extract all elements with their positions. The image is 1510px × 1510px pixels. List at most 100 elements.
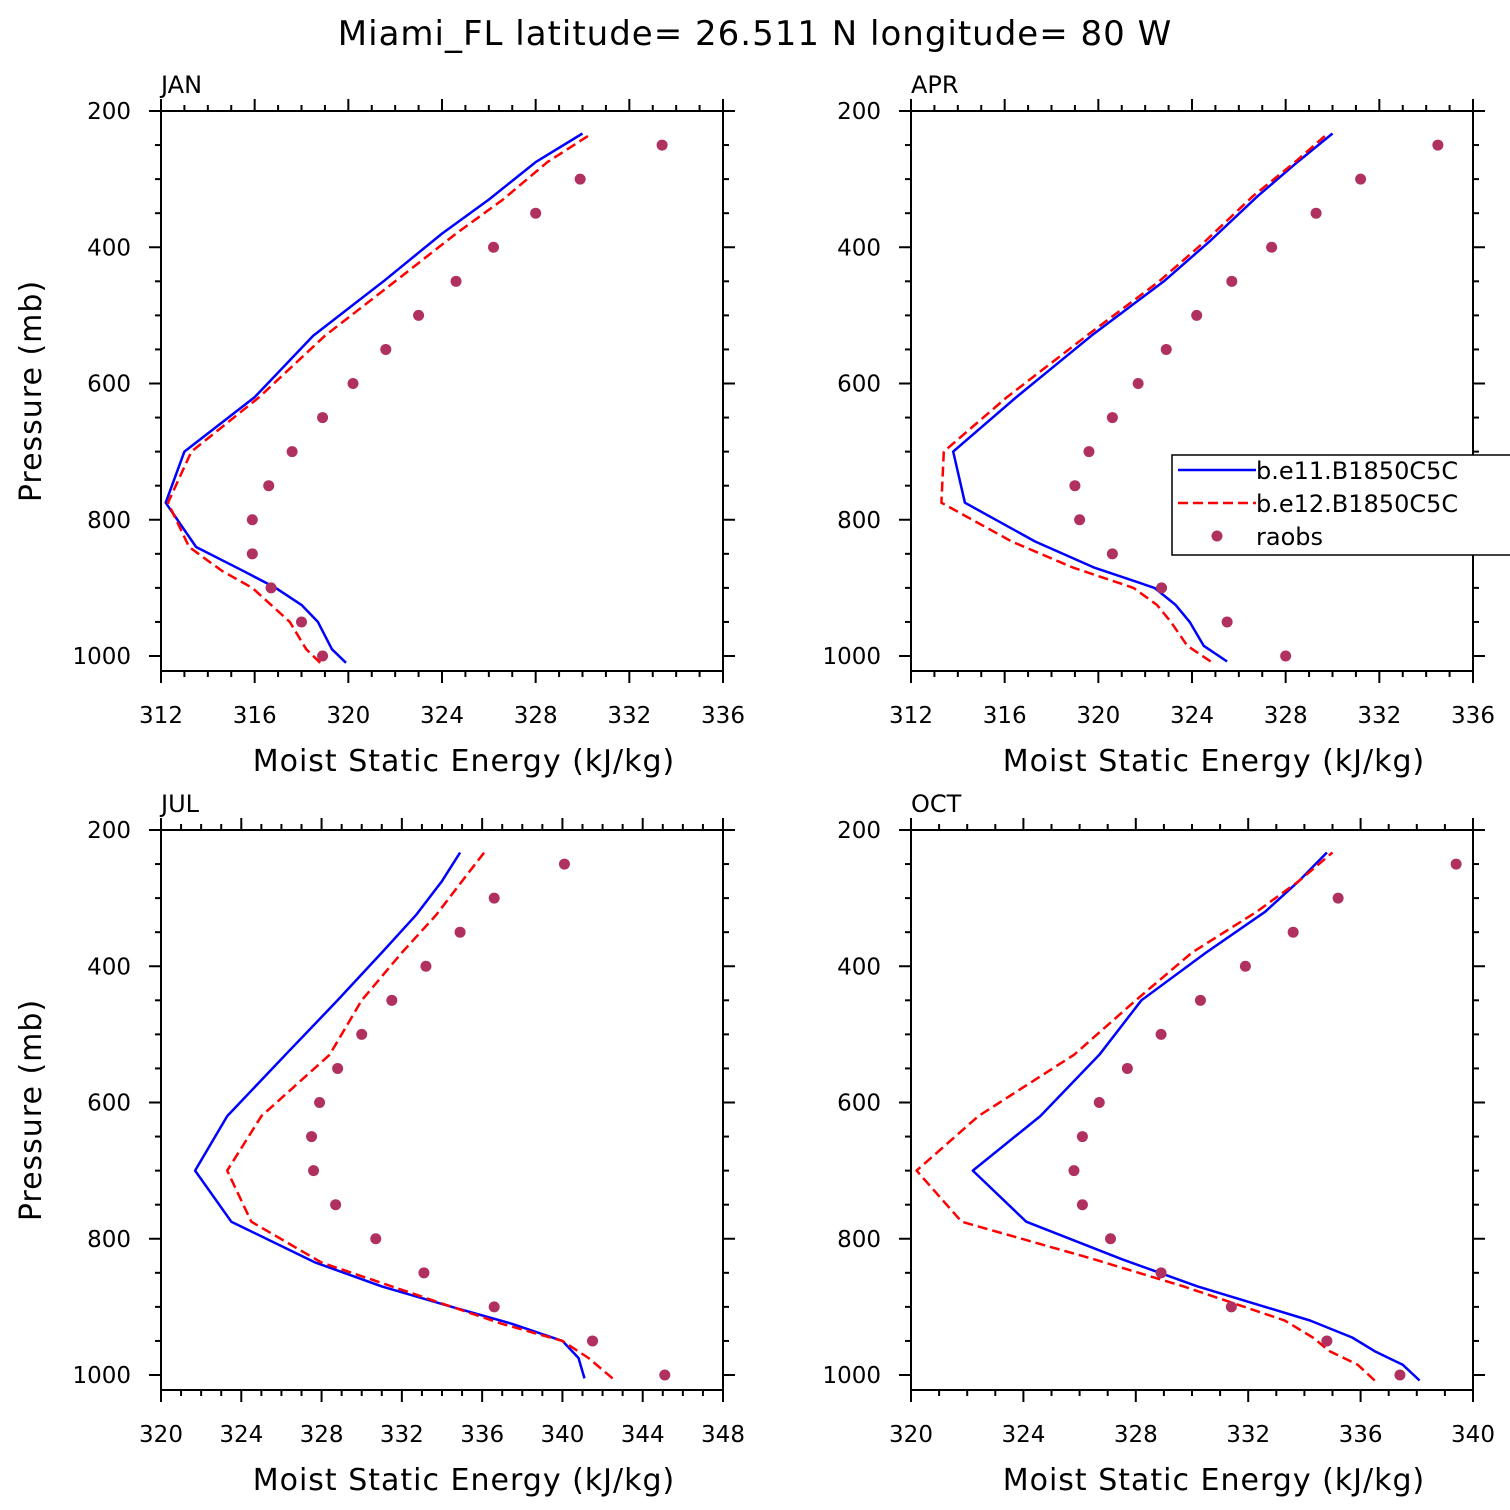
x-tick-label: 320 (889, 1422, 933, 1448)
x-tick-label: 336 (701, 703, 745, 729)
series-line-b-e12 (940, 132, 1329, 663)
raobs-point (296, 616, 307, 628)
raobs-point (386, 994, 398, 1006)
raobs-point (1076, 1131, 1088, 1143)
plot-frame (160, 829, 724, 1391)
series-line-b-e11 (193, 851, 586, 1379)
raobs-point (1191, 309, 1203, 321)
x-tick-label: 336 (1339, 1422, 1383, 1448)
raobs-point (1321, 1335, 1333, 1347)
panel-label: OCT (911, 790, 962, 818)
x-tick-label: 320 (1076, 703, 1120, 729)
raobs-point (265, 582, 277, 594)
x-axis-label: Moist Static Energy (kJ/kg) (253, 1463, 676, 1498)
raobs-point (330, 1199, 342, 1211)
x-tick-label: 328 (514, 703, 558, 729)
x-tick-label: 348 (701, 1422, 745, 1448)
raobs-point (1450, 858, 1462, 870)
raobs-point (332, 1062, 344, 1074)
raobs-point (1105, 1233, 1117, 1245)
plot-frame (910, 829, 1474, 1391)
raobs-point (356, 1028, 368, 1040)
raobs-point (1226, 275, 1238, 287)
x-tick-label: 340 (1451, 1422, 1495, 1448)
y-tick-label: 1000 (72, 1363, 131, 1389)
panel-label: JUL (159, 790, 200, 818)
x-axis-label: Moist Static Energy (kJ/kg) (1003, 744, 1426, 779)
raobs-point (314, 1097, 326, 1108)
series-line-b-e12 (225, 851, 614, 1380)
panel-label: JAN (159, 71, 202, 99)
y-tick-label: 800 (87, 508, 131, 534)
x-tick-label: 344 (621, 1422, 665, 1448)
legend-swatch-raobs (1211, 530, 1223, 542)
legend-label: raobs (1256, 523, 1323, 551)
y-axis-label: Pressure (mb) (14, 999, 49, 1221)
raobs-point (454, 926, 466, 938)
raobs-point (1432, 139, 1444, 151)
raobs-point (1074, 514, 1086, 526)
raobs-point (1083, 446, 1095, 458)
y-tick-label: 1000 (822, 1363, 881, 1389)
raobs-point (246, 514, 258, 526)
raobs-point (587, 1335, 599, 1347)
raobs-point (488, 241, 500, 253)
raobs-point (1156, 582, 1168, 594)
x-tick-label: 324 (1001, 1422, 1045, 1448)
raobs-point (656, 139, 668, 151)
x-tick-label: 324 (420, 703, 464, 729)
raobs-point (317, 412, 329, 424)
y-tick-label: 600 (837, 1091, 881, 1117)
legend-label: b.e12.B1850C5C (1256, 490, 1458, 518)
raobs-point (1121, 1062, 1133, 1074)
raobs-point (530, 207, 542, 219)
y-tick-label: 600 (837, 372, 881, 398)
y-axis-label: Pressure (mb) (14, 280, 49, 502)
raobs-point (306, 1131, 318, 1143)
raobs-point (1221, 616, 1233, 628)
raobs-point (246, 548, 258, 560)
raobs-point (1160, 343, 1172, 355)
raobs-point (488, 892, 500, 904)
raobs-point (1394, 1369, 1406, 1381)
panel-jul: JUL 320 324 328 332 336 340 344 348 200 400 600 800 1… (14, 790, 745, 1498)
x-tick-label: 332 (607, 703, 651, 729)
raobs-point (1076, 1199, 1088, 1211)
raobs-point (1068, 1165, 1080, 1177)
raobs-point (1280, 650, 1292, 662)
raobs-point (659, 1369, 671, 1381)
panel-jan: JAN 312 316 320 324 328 332 336 200 400 600 800 1000… (14, 71, 745, 779)
y-tick-label: 800 (837, 1227, 881, 1253)
x-tick-label: 312 (889, 703, 933, 729)
raobs-point (1194, 994, 1206, 1006)
legend-label: b.e11.B1850C5C (1256, 457, 1458, 485)
x-tick-label: 316 (233, 703, 277, 729)
x-tick-label: 320 (139, 1422, 183, 1448)
panel-label: APR (911, 71, 959, 99)
panel-apr: APR 312 316 320 324 328 332 336 200 400 600 800 1000… (822, 71, 1510, 779)
series-line-b-e11 (951, 132, 1334, 663)
raobs-point (1225, 1301, 1237, 1313)
y-tick-label: 800 (87, 1227, 131, 1253)
x-tick-label: 312 (139, 703, 183, 729)
x-tick-label: 332 (1226, 1422, 1270, 1448)
y-tick-label: 400 (87, 235, 131, 261)
y-tick-label: 1000 (72, 644, 131, 670)
raobs-point (1332, 892, 1344, 904)
legend-box (1171, 454, 1510, 556)
x-tick-label: 328 (300, 1422, 344, 1448)
y-tick-label: 200 (837, 99, 881, 125)
raobs-point (1239, 960, 1251, 972)
raobs-point (558, 858, 570, 870)
y-tick-label: 600 (87, 372, 131, 398)
raobs-point (1132, 378, 1144, 389)
series-line-b-e11 (971, 851, 1421, 1382)
raobs-point (1093, 1097, 1105, 1108)
x-tick-label: 340 (540, 1422, 584, 1448)
series-line-b-e12 (915, 851, 1376, 1382)
raobs-point (263, 480, 275, 492)
raobs-point (1106, 548, 1118, 560)
raobs-point (1106, 412, 1118, 424)
x-tick-label: 332 (1357, 703, 1401, 729)
